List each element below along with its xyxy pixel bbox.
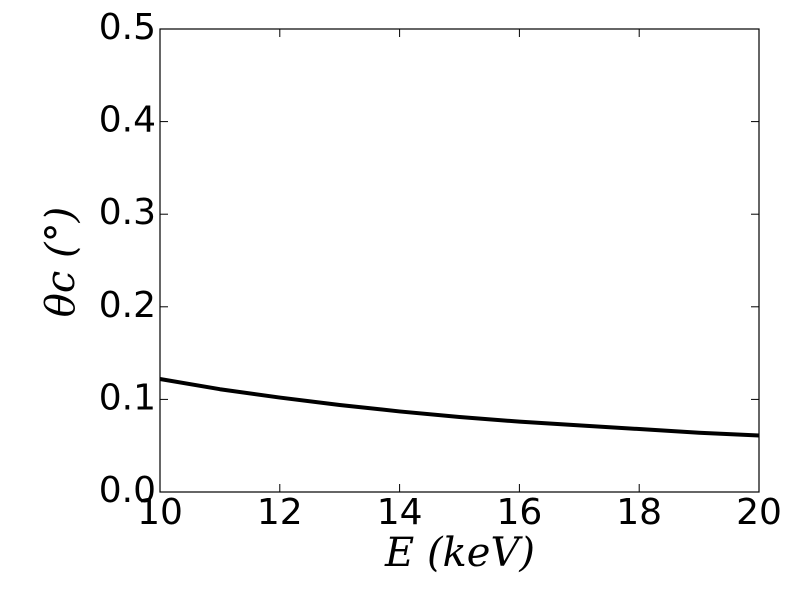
- y-tick-label: 0.3: [99, 192, 156, 233]
- y-axis-label: θc (°): [38, 207, 84, 317]
- y-tick-label: 0.1: [99, 377, 156, 418]
- x-axis-label: E (keV): [384, 530, 535, 576]
- y-tick-label: 0.2: [99, 285, 156, 326]
- y-tick-label: 0.0: [99, 470, 156, 511]
- y-tick-label: 0.4: [99, 100, 156, 141]
- data-line: [159, 377, 760, 438]
- x-tick-label: 12: [257, 492, 303, 533]
- x-tick-label: 18: [616, 492, 662, 533]
- x-tick-label: 14: [377, 492, 423, 533]
- x-tick-label: 16: [496, 492, 542, 533]
- x-tick-label: 20: [736, 492, 782, 533]
- y-tick-label: 0.5: [99, 7, 156, 48]
- plot-frame: [159, 28, 760, 493]
- x-tick-label: 10: [137, 492, 183, 533]
